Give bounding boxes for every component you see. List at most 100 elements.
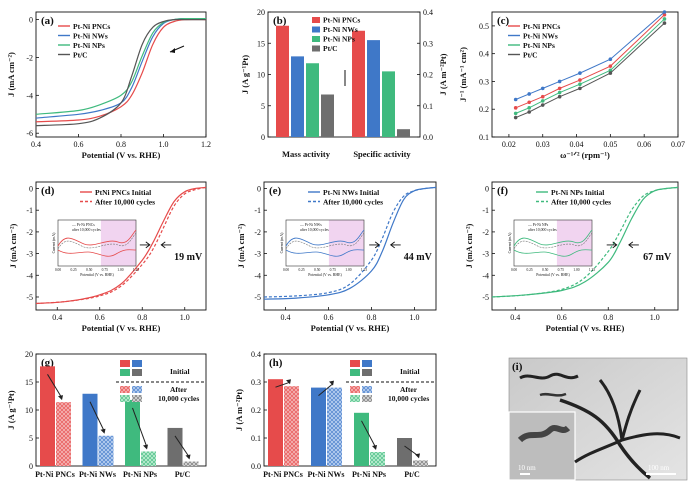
legend-swatch-initial bbox=[132, 369, 142, 376]
decay-arrow bbox=[132, 407, 148, 448]
shift-arrow-right bbox=[628, 241, 639, 249]
inset-cv-after bbox=[513, 232, 593, 250]
legend-swatch-initial bbox=[350, 360, 360, 367]
legend-label: Pt/C bbox=[323, 44, 338, 53]
decay-arrow-head bbox=[185, 454, 191, 460]
category-label: Pt/C bbox=[175, 470, 191, 479]
inset-cv-initial-return bbox=[513, 249, 593, 257]
legend-swatch bbox=[312, 26, 320, 33]
chart-b: (b) 0 5 10 15 20 J (A g⁻¹Pt) 0.0 0.1 0.2 0.3 0.4 J (… bbox=[240, 8, 448, 159]
y-tick-label: 0.4 bbox=[251, 350, 261, 359]
inset-x-tick-label: 1.00 bbox=[573, 268, 579, 272]
bar-after bbox=[98, 435, 114, 466]
plot-frame-a bbox=[35, 11, 207, 138]
data-point bbox=[608, 71, 613, 75]
x-axis-label: Potential (V vs. RHE) bbox=[311, 323, 390, 333]
x-tick-label: 1.0 bbox=[180, 313, 190, 322]
legend-label: Pt/C bbox=[73, 51, 88, 60]
y-tick-label: -1 bbox=[254, 206, 261, 215]
plot-frame-c bbox=[491, 11, 679, 138]
decay-arrow bbox=[275, 381, 291, 388]
decay-arrow-head bbox=[372, 445, 377, 450]
bar-after bbox=[56, 402, 71, 466]
data-point bbox=[557, 86, 562, 91]
scale-label-large: 100 nm bbox=[648, 464, 670, 472]
bar-initial bbox=[354, 412, 369, 466]
y-tick-label: -1 bbox=[26, 206, 33, 215]
inset-x-axis-label: Potential (V vs. RHE) bbox=[80, 273, 114, 277]
legend-swatch-after bbox=[362, 395, 372, 402]
inset-x-tick-label: 0.25 bbox=[526, 268, 532, 272]
inset-x-tick-label: 1.25 bbox=[133, 268, 139, 272]
cv-inset-f: 0.00 0.25 0.50 0.75 1.00 1.25 Potential (V vs.… bbox=[508, 219, 595, 277]
inset-x-tick-label: 0.00 bbox=[55, 268, 61, 272]
x-tick-label: 0.6 bbox=[95, 313, 105, 322]
inset-y-axis-label: Current (mA) bbox=[280, 232, 284, 254]
y-right-tick-label: 0.2 bbox=[423, 71, 433, 80]
x-tick-label: 1.0 bbox=[650, 313, 660, 322]
y-tick-label: 15 bbox=[25, 378, 33, 387]
inset-cv-initial bbox=[513, 229, 593, 247]
inset-x-tick-label: 0.00 bbox=[511, 268, 517, 272]
x-tick-label: 0.8 bbox=[367, 313, 377, 322]
x-axis-label: Potential (V vs. RHE) bbox=[546, 323, 625, 333]
decay-arrow bbox=[361, 420, 377, 449]
y-tick-label: -6 bbox=[26, 129, 33, 138]
legend-label: Initial bbox=[400, 367, 420, 376]
bar bbox=[306, 63, 319, 137]
plot-frame-e bbox=[263, 181, 437, 311]
data-point bbox=[557, 79, 562, 84]
decay-arrow-head bbox=[100, 428, 106, 434]
y-tick-label: -5 bbox=[26, 293, 33, 302]
x-tick-label: 0.4 bbox=[52, 313, 62, 322]
x-tick-label: 1.0 bbox=[410, 313, 420, 322]
legend-label: 10,000 cycles bbox=[388, 394, 429, 403]
y-right-tick-label: 0.4 bbox=[423, 8, 433, 17]
legend-swatch bbox=[312, 36, 320, 42]
y-tick-label: -2 bbox=[482, 228, 489, 237]
legend-label: Pt-Ni PNCs bbox=[523, 22, 560, 31]
inset-legend-label: after 10,000 cycles bbox=[72, 228, 101, 233]
plot-frame-d bbox=[35, 181, 207, 311]
panel-label-a: (a) bbox=[41, 15, 54, 27]
chart-g: (g) 0 5 10 15 20 J (A g⁻¹Pt) Pt-Ni PNCs Pt-Ni NW… bbox=[6, 350, 207, 479]
chart-f: (f) 0.4 0.6 0.8 1.0 -5 -4 -3 -2 -1 0 Potential (V v… bbox=[464, 181, 679, 333]
y-tick-label: 15 bbox=[257, 39, 265, 48]
panel-label-c: (c) bbox=[497, 15, 510, 27]
data-point bbox=[608, 64, 613, 68]
data-point bbox=[513, 111, 518, 116]
y-tick-label: 0.2 bbox=[251, 406, 261, 415]
data-point bbox=[662, 12, 667, 17]
inset-x-axis-label: Potential (V vs. RHE) bbox=[536, 273, 570, 277]
y-tick-label: 10 bbox=[25, 406, 33, 415]
x-tick-label: 0.6 bbox=[74, 140, 84, 149]
inset-x-tick-label: 1.25 bbox=[589, 268, 595, 272]
inset-x-tick-label: 1.00 bbox=[345, 268, 351, 272]
legend-label: Pt-Ni NPs bbox=[523, 41, 555, 50]
bar-after bbox=[370, 452, 385, 466]
legend-label: Pt-Ni NWs Initial bbox=[323, 188, 379, 197]
data-point bbox=[662, 17, 667, 21]
category-label: Mass activity bbox=[282, 149, 331, 159]
x-tick-label: 0.8 bbox=[116, 140, 126, 149]
plot-frame-f bbox=[491, 181, 679, 311]
legend-label: Pt-Ni NPs bbox=[323, 35, 355, 44]
shift-arrow-left bbox=[139, 241, 151, 249]
y-tick-label: 0.0 bbox=[251, 462, 261, 471]
panel-label-d: (d) bbox=[41, 185, 55, 197]
y-tick-label: 10 bbox=[257, 71, 265, 80]
y-tick-label: 5 bbox=[29, 434, 33, 443]
decay-arrow bbox=[47, 374, 63, 399]
bar bbox=[367, 40, 380, 137]
legend-label: After bbox=[400, 385, 418, 394]
y-tick-label: -4 bbox=[26, 271, 33, 280]
legend-label: After 10,000 cycles bbox=[551, 198, 611, 207]
x-tick-label: 0.8 bbox=[603, 313, 613, 322]
y-axis-label: J (mA cm⁻²) bbox=[464, 223, 474, 268]
decay-arrow-head bbox=[143, 444, 148, 450]
x-tick-label: 1.2 bbox=[201, 140, 211, 149]
series-line bbox=[35, 17, 207, 115]
data-point bbox=[527, 110, 531, 114]
decay-arrow bbox=[89, 401, 105, 432]
